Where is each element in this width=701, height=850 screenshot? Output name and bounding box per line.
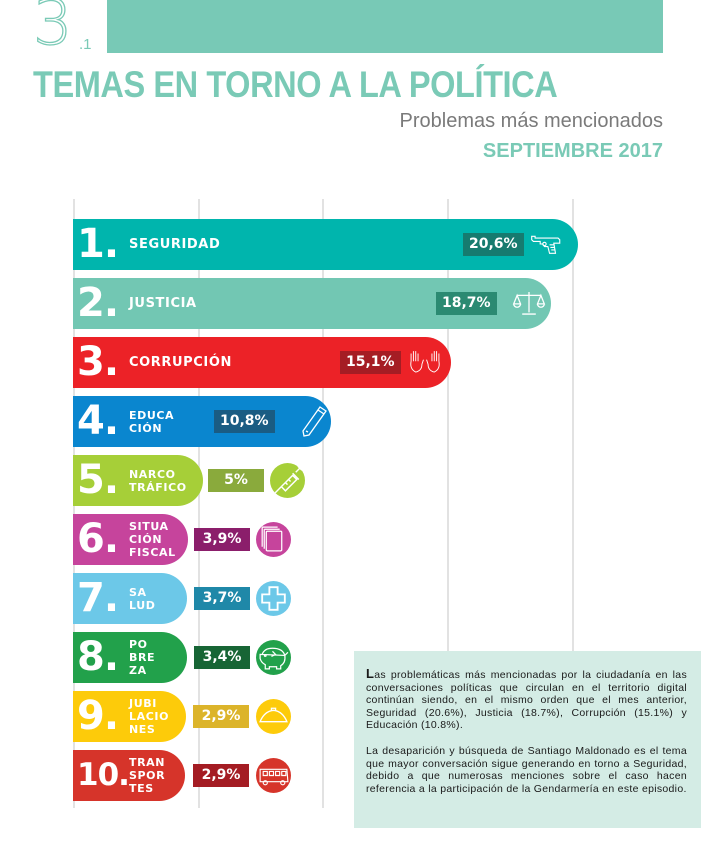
hat-icon — [256, 699, 291, 734]
category-label-line: SEGURIDAD — [129, 236, 221, 252]
rank-number: 10. — [77, 757, 130, 793]
section-number: 3 — [32, 0, 73, 59]
documents-icon — [256, 522, 291, 557]
category-label-line: BRE — [129, 651, 156, 664]
category-label-line: NES — [129, 723, 156, 736]
gridline — [572, 199, 574, 808]
rank-number: 8. — [77, 634, 119, 680]
value-label: 15,1% — [340, 351, 401, 374]
category-label-line: FISCAL — [129, 546, 176, 559]
rank-number: 2. — [77, 280, 119, 326]
dropcap: L — [366, 666, 375, 681]
category-label-line: SPOR — [129, 769, 166, 782]
category-label: SEGURIDAD — [129, 219, 220, 270]
category-label-line: JUBI — [129, 697, 157, 710]
gridline — [447, 199, 449, 808]
value-label: 3,9% — [194, 528, 250, 551]
category-label-line: CIÓN — [129, 421, 163, 435]
bar: 7. SA LUD — [73, 573, 187, 624]
rank-number: 6. — [77, 516, 119, 562]
bus-icon — [256, 758, 291, 793]
bar: 9. JUBI LACIO NES — [73, 691, 186, 742]
value-label: 3,7% — [194, 587, 250, 610]
gridline — [322, 199, 324, 808]
category-label-line: JUSTICIA — [129, 295, 197, 311]
category-label-line: TRAN — [129, 756, 166, 769]
category-label-line: ZA — [129, 664, 147, 677]
scales-icon — [512, 286, 546, 320]
category-label-line: SA — [129, 585, 147, 599]
section-subnumber: .1 — [79, 36, 92, 53]
category-label: EDUCA CIÓN — [129, 396, 174, 447]
bar: 5. NARCO TRÁFICO — [73, 455, 203, 506]
category-label-line: CORRUPCIÓN — [129, 354, 233, 370]
bar: 8. PO BRE ZA — [73, 632, 187, 683]
category-label: SITUA CIÓN FISCAL — [129, 514, 176, 565]
chart-period: SEPTIEMBRE 2017 — [482, 140, 663, 162]
category-label-line: CIÓN — [129, 533, 163, 546]
category-label-line: PO — [129, 638, 148, 651]
commentary-box: Las problemáticas más mencionadas por la… — [354, 651, 701, 828]
category-label: JUBI LACIO NES — [129, 691, 169, 742]
chart-subtitle: Problemas más mencionados — [399, 110, 663, 132]
header-accent-bar — [107, 0, 663, 53]
rank-number: 5. — [77, 457, 119, 503]
category-label: JUSTICIA — [129, 278, 197, 329]
category-label-line: LACIO — [129, 710, 170, 723]
commentary-paragraph-1: Las problemáticas más mencionadas por la… — [366, 666, 687, 732]
page-title: TEMAS EN TORNO A LA POLÍTICA — [33, 64, 558, 105]
category-label-line: NARCO — [129, 467, 176, 481]
raised-hands-icon — [408, 345, 442, 379]
rank-number: 1. — [77, 221, 119, 267]
category-label: TRAN SPOR TES — [129, 750, 165, 801]
syringe-icon — [270, 463, 305, 498]
bar: 10. TRAN SPOR TES — [73, 750, 185, 801]
pencil-icon — [296, 404, 330, 438]
category-label: PO BRE ZA — [129, 632, 155, 683]
rank-number: 4. — [77, 398, 119, 444]
bar: 4. EDUCA CIÓN — [73, 396, 331, 447]
value-label: 3,4% — [194, 646, 250, 669]
gridline — [198, 199, 200, 808]
category-label-line: TRÁFICO — [129, 480, 187, 494]
category-label: SA LUD — [129, 573, 155, 624]
category-label-line: LUD — [129, 598, 156, 612]
commentary-paragraph-2: La desaparición y búsqueda de Santiago M… — [366, 744, 687, 795]
rank-number: 9. — [77, 693, 119, 739]
category-label-line: SITUA — [129, 520, 169, 533]
value-label: 5% — [208, 469, 264, 492]
rank-number: 7. — [77, 575, 119, 621]
category-label-line: TES — [129, 782, 154, 795]
value-label: 20,6% — [463, 233, 524, 256]
health-cross-icon — [256, 581, 291, 616]
value-label: 18,7% — [436, 292, 497, 315]
piggy-bank-icon — [256, 640, 291, 675]
rank-number: 3. — [77, 339, 119, 385]
bar: 6. SITUA CIÓN FISCAL — [73, 514, 188, 565]
value-label: 10,8% — [214, 410, 275, 433]
pistol-icon — [530, 227, 564, 261]
value-label: 2,9% — [193, 764, 249, 787]
category-label: NARCO TRÁFICO — [129, 455, 187, 506]
category-label-line: EDUCA — [129, 408, 175, 422]
category-label: CORRUPCIÓN — [129, 337, 232, 388]
value-label: 2,9% — [193, 705, 249, 728]
